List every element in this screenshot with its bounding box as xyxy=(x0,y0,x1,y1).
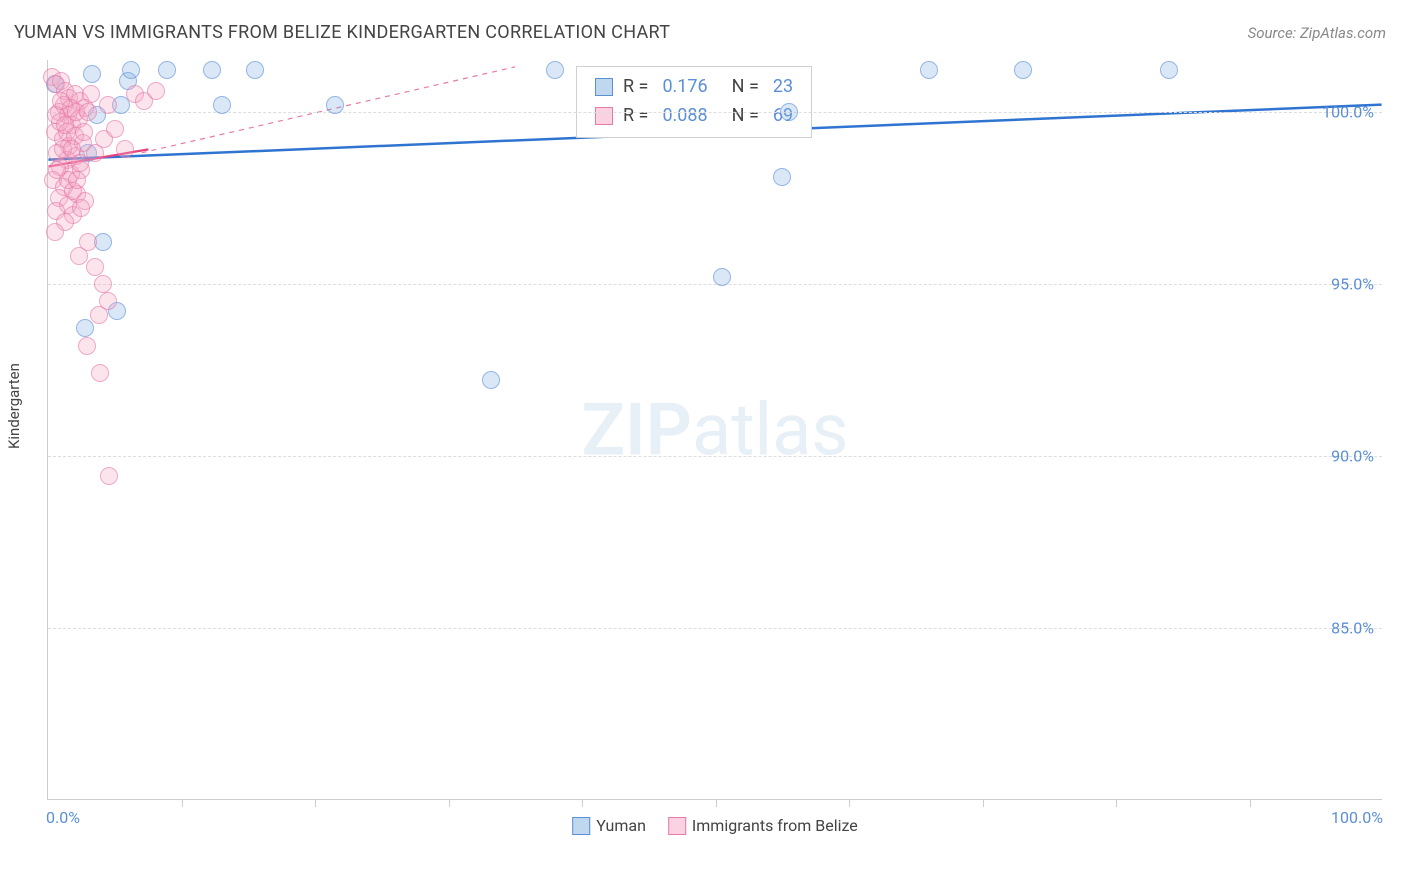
data-point xyxy=(83,65,101,83)
y-axis-label: Kindergarten xyxy=(5,363,23,449)
data-point xyxy=(326,96,344,114)
series-legend: Yuman Immigrants from Belize xyxy=(572,816,858,835)
correlation-legend: R = 0.176 N = 23 R = 0.088 N = 69 xyxy=(576,66,812,138)
n-label: N = xyxy=(732,73,759,102)
data-point xyxy=(1014,61,1032,79)
data-point xyxy=(158,61,176,79)
x-tick xyxy=(449,799,450,807)
gridline xyxy=(48,456,1382,457)
swatch-pink xyxy=(668,817,686,835)
gridline xyxy=(48,112,1382,113)
chart-title: YUMAN VS IMMIGRANTS FROM BELIZE KINDERGA… xyxy=(14,22,670,43)
data-point xyxy=(82,85,100,103)
n-label: N = xyxy=(732,102,759,131)
data-point xyxy=(147,82,165,100)
data-point xyxy=(76,319,94,337)
x-tick xyxy=(983,799,984,807)
data-point xyxy=(106,120,124,138)
legend-item-yuman: Yuman xyxy=(572,816,646,835)
n-value-yuman: 23 xyxy=(773,73,793,102)
data-point xyxy=(213,96,231,114)
data-point xyxy=(86,258,104,276)
legend-row-belize: R = 0.088 N = 69 xyxy=(595,102,793,131)
source-attribution: Source: ZipAtlas.com xyxy=(1248,24,1386,42)
data-point xyxy=(72,199,90,217)
data-point xyxy=(546,61,564,79)
data-point xyxy=(773,168,791,186)
data-point xyxy=(48,161,66,179)
plot-region: ZIPatlas R = 0.176 N = 23 R = 0.088 N = … xyxy=(47,60,1382,800)
data-point xyxy=(99,292,117,310)
data-point xyxy=(94,275,112,293)
data-point xyxy=(91,364,109,382)
data-point xyxy=(920,61,938,79)
data-point xyxy=(246,61,264,79)
legend-item-belize: Immigrants from Belize xyxy=(668,816,858,835)
regression-lines xyxy=(48,60,1382,799)
chart-header: YUMAN VS IMMIGRANTS FROM BELIZE KINDERGA… xyxy=(0,0,1406,51)
data-point xyxy=(68,171,86,189)
r-value-belize: 0.088 xyxy=(662,102,707,131)
x-tick-label: 100.0% xyxy=(1331,808,1383,827)
data-point xyxy=(122,61,140,79)
legend-row-yuman: R = 0.176 N = 23 xyxy=(595,73,793,102)
x-tick xyxy=(182,799,183,807)
r-value-yuman: 0.176 xyxy=(662,73,707,102)
data-point xyxy=(99,96,117,114)
x-tick xyxy=(315,799,316,807)
data-point xyxy=(713,268,731,286)
x-tick-label: 0.0% xyxy=(46,808,80,827)
data-point xyxy=(100,467,118,485)
data-point xyxy=(203,61,221,79)
y-tick-label: 95.0% xyxy=(1331,274,1374,293)
data-point xyxy=(70,247,88,265)
y-tick-label: 100.0% xyxy=(1322,102,1374,121)
data-point xyxy=(75,123,93,141)
data-point xyxy=(116,140,134,158)
legend-label-belize: Immigrants from Belize xyxy=(692,816,858,835)
chart-area: Kindergarten ZIPatlas R = 0.176 N = 23 R… xyxy=(42,60,1382,850)
x-tick xyxy=(1116,799,1117,807)
legend-label-yuman: Yuman xyxy=(596,816,646,835)
y-tick-label: 90.0% xyxy=(1331,446,1374,465)
y-tick-label: 85.0% xyxy=(1331,618,1374,637)
r-label: R = xyxy=(623,102,648,131)
r-label: R = xyxy=(623,73,648,102)
swatch-belize xyxy=(595,107,613,125)
watermark: ZIPatlas xyxy=(581,387,848,472)
data-point xyxy=(46,223,64,241)
x-tick xyxy=(582,799,583,807)
data-point xyxy=(482,371,500,389)
data-point xyxy=(1160,61,1178,79)
gridline xyxy=(48,284,1382,285)
x-tick xyxy=(716,799,717,807)
gridline xyxy=(48,628,1382,629)
data-point xyxy=(780,103,798,121)
x-tick xyxy=(849,799,850,807)
data-point xyxy=(78,337,96,355)
swatch-yuman xyxy=(572,817,590,835)
x-tick xyxy=(1250,799,1251,807)
swatch-yuman xyxy=(595,78,613,96)
data-point xyxy=(71,154,89,172)
data-point xyxy=(79,103,97,121)
